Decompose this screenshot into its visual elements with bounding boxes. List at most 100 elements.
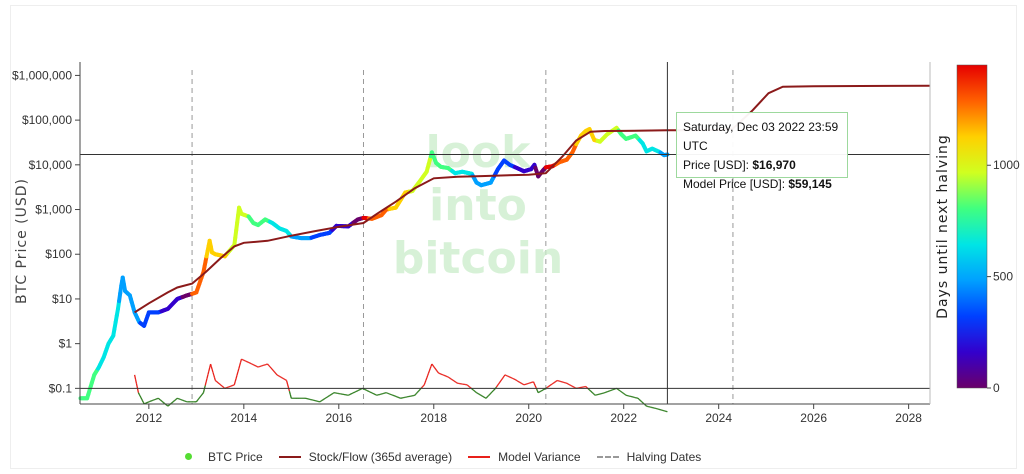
model-variance-segment — [518, 381, 521, 383]
model-variance-segment — [137, 392, 140, 395]
model-variance-segment — [449, 377, 451, 380]
model-variance-segment — [324, 397, 327, 399]
watermark-text: into — [429, 180, 527, 231]
model-variance-segment — [275, 373, 278, 376]
model-variance-segment — [553, 381, 555, 384]
model-variance-segment — [237, 368, 240, 373]
model-variance-segment — [198, 396, 201, 399]
model-variance-segment — [158, 398, 161, 401]
legend-item-btc-price[interactable]: BTC Price — [178, 450, 263, 464]
model-variance-segment — [321, 399, 323, 402]
model-variance-segment — [497, 383, 500, 386]
model-variance-segment — [416, 391, 418, 394]
model-variance-segment — [428, 368, 431, 372]
model-variance-segment — [551, 382, 554, 385]
model-variance-segment — [503, 374, 506, 377]
model-variance-segment — [211, 369, 214, 373]
model-variance-segment — [450, 378, 452, 380]
legend-label-btc-price: BTC Price — [208, 450, 263, 464]
axes: $1,000,000 $100,000 $10,000 $1,000 $100 $10 $1… — [12, 62, 931, 425]
model-variance-segment — [208, 367, 211, 372]
model-variance-segment — [167, 404, 170, 407]
model-variance-segment — [517, 380, 520, 383]
model-variance-segment — [281, 377, 284, 380]
model-variance-segment — [549, 384, 552, 386]
tooltip-price-label: Price [USD]: — [683, 158, 753, 172]
colorbar-label: Days until next halving — [935, 134, 951, 319]
model-variance-segment — [434, 367, 437, 370]
colorbar-gradient — [956, 64, 988, 389]
y-tick-label: $100 — [45, 247, 72, 261]
model-variance-segment — [215, 380, 218, 383]
model-variance-segment — [640, 400, 643, 403]
x-tick-label: 2026 — [800, 411, 827, 425]
model-variance-segment — [585, 386, 588, 388]
model-variance-segment — [201, 393, 204, 396]
model-variance-segment — [278, 375, 280, 377]
model-variance-segment — [134, 379, 138, 384]
model-variance-segment — [592, 392, 594, 395]
model-variance-segment — [425, 377, 428, 381]
model-variance-segment — [516, 380, 519, 382]
model-variance-segment — [271, 368, 274, 371]
model-variance-segment — [285, 380, 289, 385]
model-variance-segment — [270, 367, 273, 370]
model-variance-segment — [478, 393, 480, 395]
model-variance-segment — [218, 383, 221, 385]
model-variance-segment — [552, 382, 555, 385]
model-variance-segment — [212, 372, 215, 376]
legend-line-icon — [468, 452, 491, 462]
colorbar: 0 500 1000 Days until next halving — [935, 64, 1020, 395]
model-variance-segment — [283, 378, 286, 381]
model-variance-segment — [638, 398, 641, 401]
model-variance-segment — [427, 370, 430, 374]
model-variance-segment — [546, 386, 548, 389]
model-variance-segment — [289, 394, 292, 399]
model-variance-segment — [173, 400, 175, 402]
model-variance-segment — [456, 382, 458, 384]
model-variance-segment — [467, 385, 470, 387]
model-variance-segment — [477, 392, 479, 395]
model-variance-segment — [493, 388, 496, 391]
model-variance-segment — [645, 404, 647, 407]
model-variance-segment — [174, 399, 176, 402]
legend-item-halving-dates[interactable]: Halving Dates — [596, 450, 701, 464]
model-variance-segment — [280, 376, 282, 378]
model-variance-segment — [447, 376, 450, 379]
model-variance-segment — [327, 395, 330, 398]
model-variance-segment — [209, 363, 213, 367]
model-variance-segment — [620, 390, 623, 393]
model-variance-segment — [451, 378, 453, 381]
model-variance-segment — [617, 389, 620, 391]
model-variance-segment — [623, 392, 625, 395]
model-variance-segment — [417, 390, 420, 392]
model-variance-segment — [550, 383, 553, 386]
model-variance-segment — [495, 385, 498, 388]
model-variance-segment — [481, 395, 484, 398]
model-variance-segment — [214, 379, 217, 382]
model-variance-segment — [274, 372, 277, 375]
model-variance-segment — [521, 382, 523, 385]
model-variance-segment — [213, 377, 216, 381]
legend-item-stock-flow[interactable]: Stock/Flow (365d average) — [278, 450, 452, 464]
model-variance-segment — [320, 400, 322, 402]
model-variance-segment — [329, 394, 331, 397]
model-variance-segment — [319, 400, 322, 403]
y-tick-label: $1,000 — [35, 203, 72, 217]
model-variance-segment — [276, 374, 279, 376]
model-variance-segment — [537, 391, 540, 394]
model-variance-segment — [141, 398, 144, 401]
legend-label-model-variance: Model Variance — [498, 450, 581, 464]
model-variance-segment — [539, 390, 542, 393]
model-variance-segment — [624, 394, 627, 396]
model-variance-segment — [533, 383, 536, 386]
model-variance-segment — [536, 388, 539, 392]
model-variance-segment — [469, 386, 471, 389]
model-variance-segment — [623, 393, 626, 396]
legend-item-model-variance[interactable]: Model Variance — [468, 450, 581, 464]
model-variance-segment — [423, 382, 426, 386]
model-variance-segment — [641, 401, 644, 404]
model-variance-segment — [328, 394, 330, 397]
series-layer — [78, 84, 931, 413]
